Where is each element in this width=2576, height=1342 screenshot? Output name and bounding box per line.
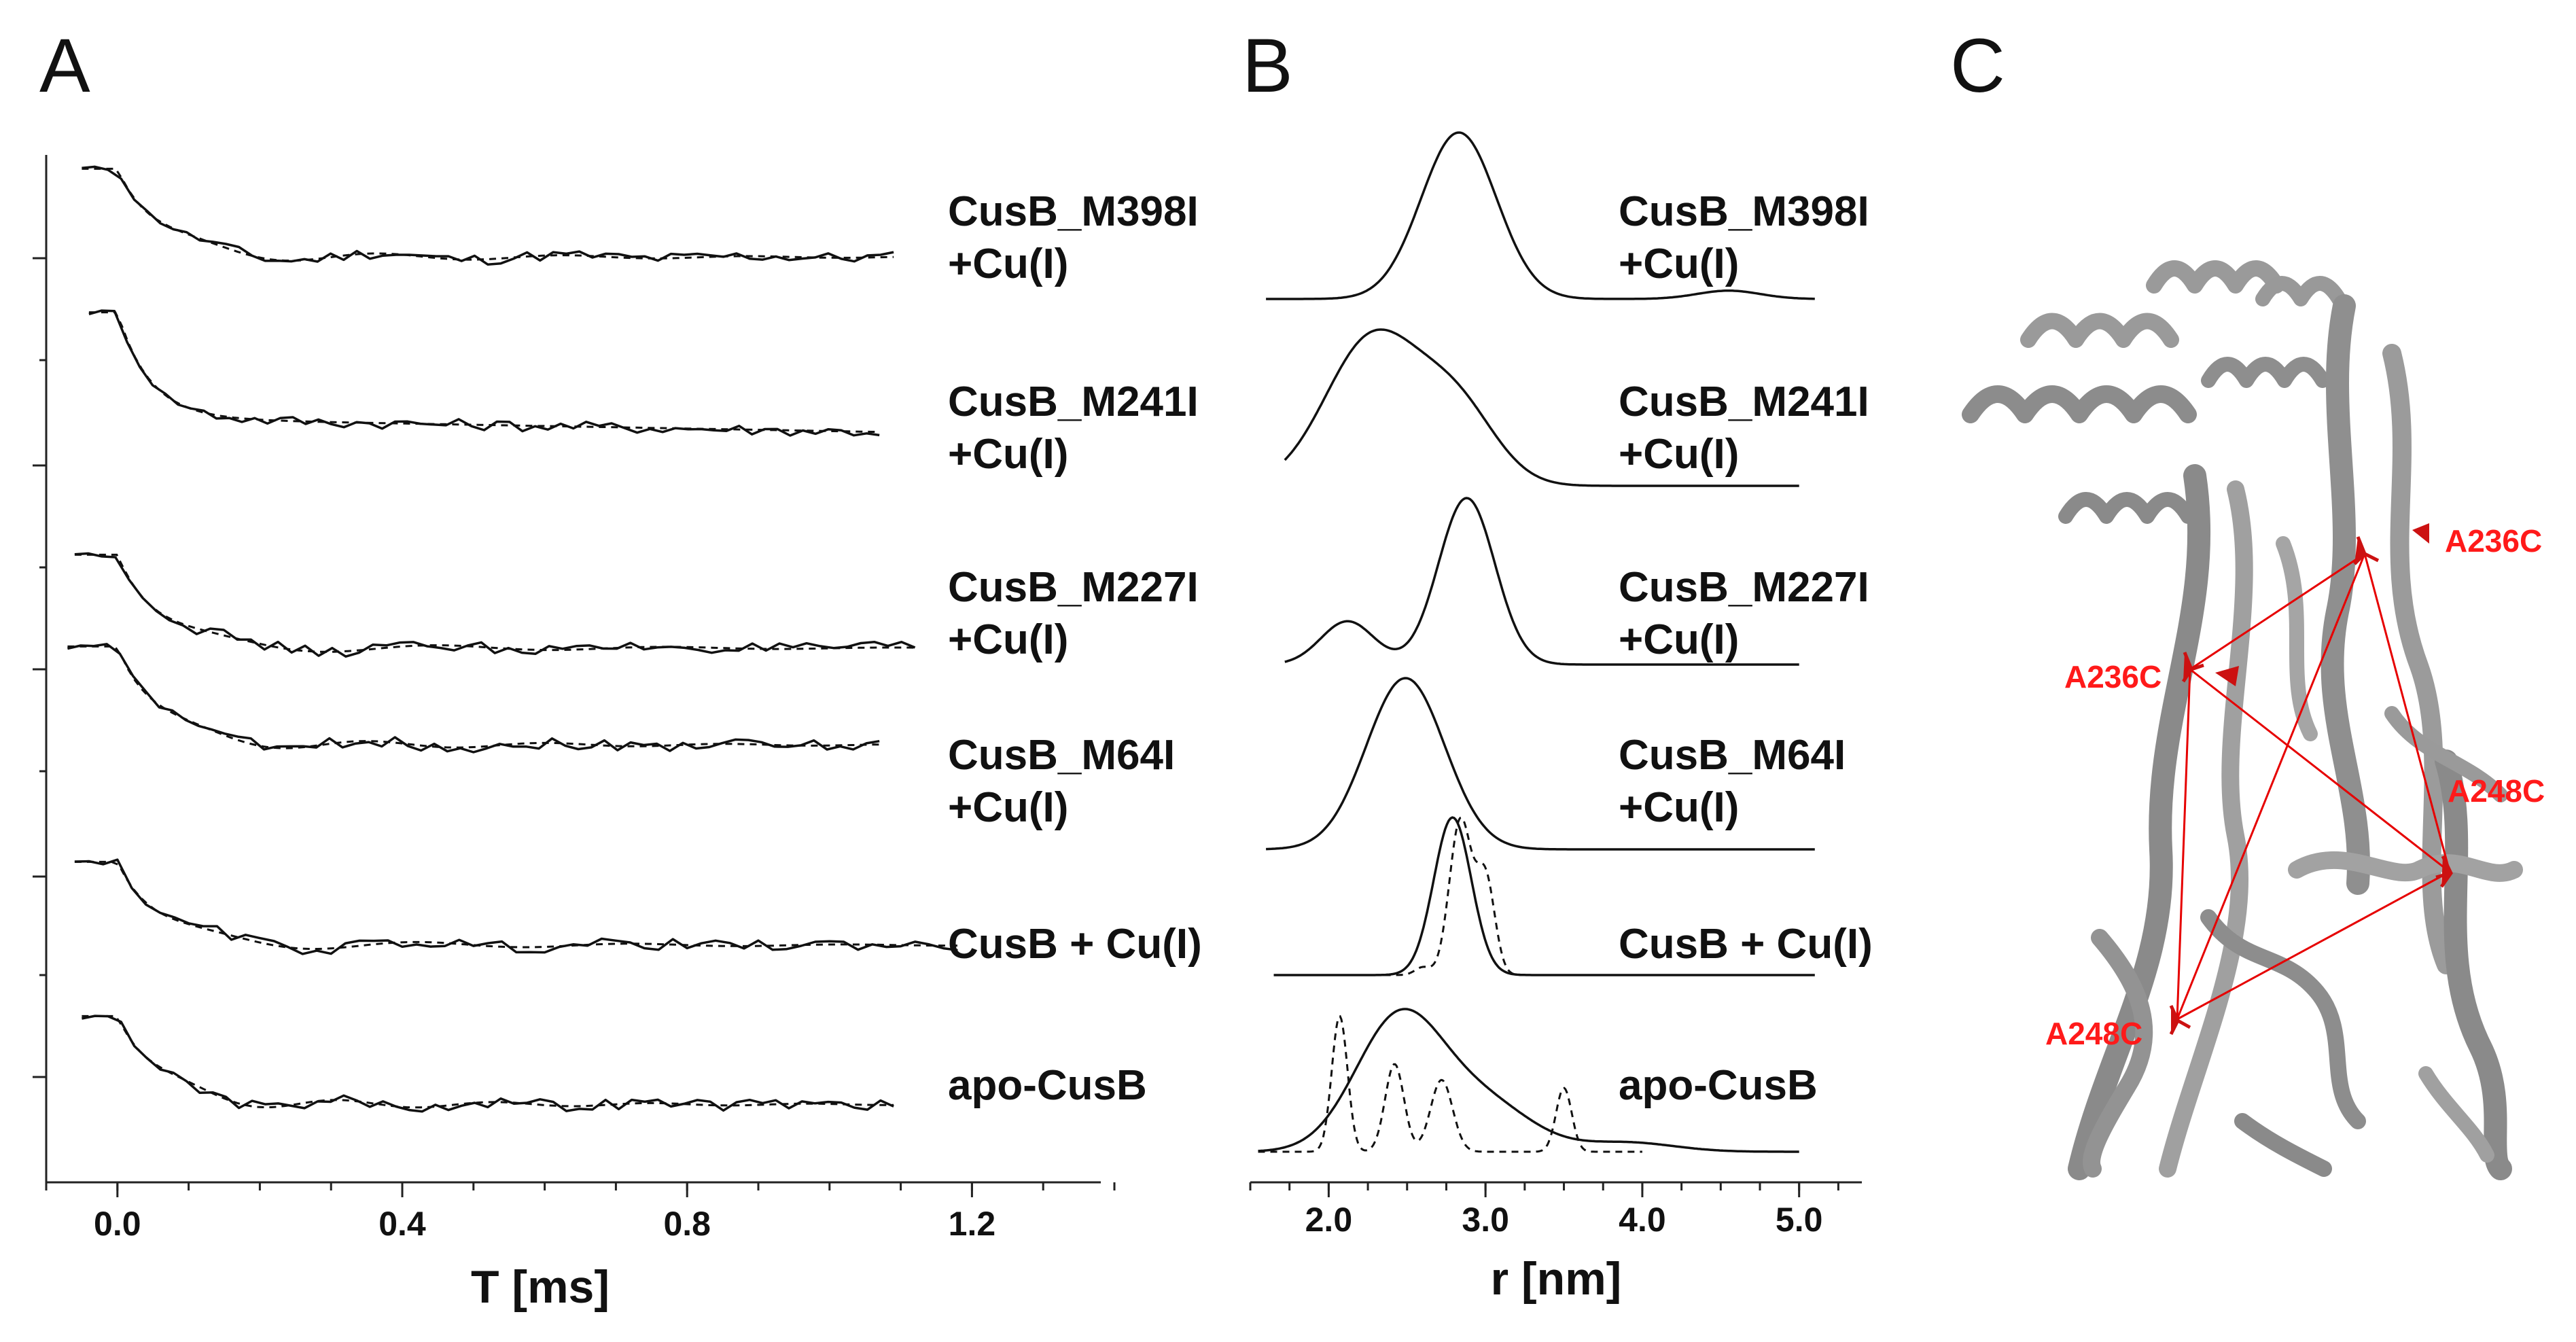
panel-a-data-trace: [74, 858, 958, 955]
panel-b-series-label: +Cu(I): [1619, 241, 1739, 287]
panel-a-series-label: +Cu(I): [948, 616, 1068, 663]
panel-b-distribution: [1284, 328, 1799, 487]
panel-a-data-trace: [67, 643, 880, 754]
panel-a-x-tick-label: 0.8: [663, 1205, 711, 1243]
panel-b-series-label: CusB_M241I: [1619, 378, 1869, 425]
panel-b-distribution: [1266, 131, 1815, 300]
panel-a-series-label: CusB_M227I: [948, 564, 1199, 611]
panel-a-labels: CusB_M398I +Cu(I) CusB_M241I +Cu(I) CusB_M22…: [948, 188, 1202, 1109]
site-label: A248C: [2448, 773, 2545, 809]
site-labels: A236C A236C A248C A248C: [2045, 523, 2545, 1051]
panel-a-x-tick-label: 1.2: [949, 1205, 996, 1243]
panel-a-x-tick-label: 0.0: [94, 1205, 141, 1243]
panel-a-series-label: CusB_M64I: [948, 732, 1175, 779]
panel-b-distance-distributions: 2.0 3.0 4.0 5.0 CusB_M398I +Cu(I) CusB_M241I +…: [1249, 131, 1873, 1305]
panel-b-x-tick-label: 2.0: [1305, 1201, 1353, 1239]
panel-a-series-label: +Cu(I): [948, 784, 1068, 831]
panel-a-fit-curve: [74, 553, 915, 653]
panel-a-series-label: apo-CusB: [948, 1062, 1147, 1109]
panel-a-curves: [67, 165, 958, 1113]
panel-a-data-trace: [88, 309, 880, 437]
site-label: A236C: [2064, 659, 2162, 694]
panel-b-x-ticks: 2.0 3.0 4.0 5.0: [1249, 1182, 1839, 1239]
panel-a-series-label: CusB + Cu(I): [948, 921, 1202, 968]
panel-a-x-title: T [ms]: [471, 1261, 610, 1313]
panel-letter-c: C: [1950, 23, 2005, 108]
panel-a-series-label: +Cu(I): [948, 431, 1068, 478]
cysteine-side-chains: [2169, 523, 2453, 1036]
panel-letter-b: B: [1242, 23, 1293, 108]
panel-a-x-tick-label: 0.4: [378, 1205, 426, 1243]
panel-a-data-trace: [82, 165, 894, 266]
panel-b-labels: CusB_M398I +Cu(I) CusB_M241I +Cu(I) CusB_M22…: [1619, 188, 1873, 1109]
site-label: A236C: [2445, 523, 2542, 559]
panel-a-data-trace: [82, 1014, 894, 1113]
panel-b-series-label: +Cu(I): [1619, 616, 1739, 663]
panel-b-series-label: +Cu(I): [1619, 431, 1739, 478]
panel-b-x-tick-label: 5.0: [1776, 1201, 1823, 1239]
panel-letter-a: A: [39, 23, 90, 108]
panel-c-protein-structure: A236C A236C A248C A248C: [1962, 260, 2545, 1180]
panel-a-series-label: CusB_M241I: [948, 378, 1199, 425]
panel-a-fit-curve: [88, 311, 880, 434]
panel-b-x-tick-label: 4.0: [1619, 1201, 1666, 1239]
panel-b-series-label: apo-CusB: [1619, 1062, 1818, 1109]
site-label: A248C: [2045, 1016, 2142, 1051]
panel-b-curves: [1258, 131, 1815, 1153]
panel-b-x-title: r [nm]: [1491, 1253, 1622, 1305]
panel-a-y-ticks: [33, 257, 46, 1078]
panel-a-fit-curve: [67, 645, 880, 749]
panel-a-series-label: CusB_M398I: [948, 188, 1199, 235]
panel-b-distribution: [1284, 497, 1799, 666]
panel-b-series-label: CusB + Cu(I): [1619, 921, 1873, 968]
panel-a-series-label: +Cu(I): [948, 241, 1068, 287]
distance-lines: [2176, 552, 2451, 1021]
panel-b-simulated-distribution: [1273, 816, 1580, 976]
panel-b-series-label: CusB_M227I: [1619, 564, 1869, 611]
panel-b-distribution: [1258, 1008, 1799, 1153]
panel-a-time-traces: 0.0 0.4 0.8 1.2 CusB_M398I +Cu(I) CusB_M241I +…: [33, 155, 1202, 1313]
panel-a-fit-curve: [82, 167, 894, 262]
panel-b-series-label: CusB_M398I: [1619, 188, 1869, 235]
panel-a-fit-curve: [82, 1014, 894, 1109]
panel-b-distribution: [1266, 677, 1815, 851]
panel-b-series-label: +Cu(I): [1619, 784, 1739, 831]
panel-b-series-label: CusB_M64I: [1619, 732, 1846, 779]
panel-a-data-trace: [74, 552, 916, 658]
panel-a-fit-curve: [74, 860, 958, 950]
panel-a-x-ticks: 0.0 0.4 0.8 1.2: [45, 1182, 1116, 1243]
panel-b-x-tick-label: 3.0: [1462, 1201, 1509, 1239]
panel-b-simulated-distribution: [1258, 1014, 1642, 1153]
